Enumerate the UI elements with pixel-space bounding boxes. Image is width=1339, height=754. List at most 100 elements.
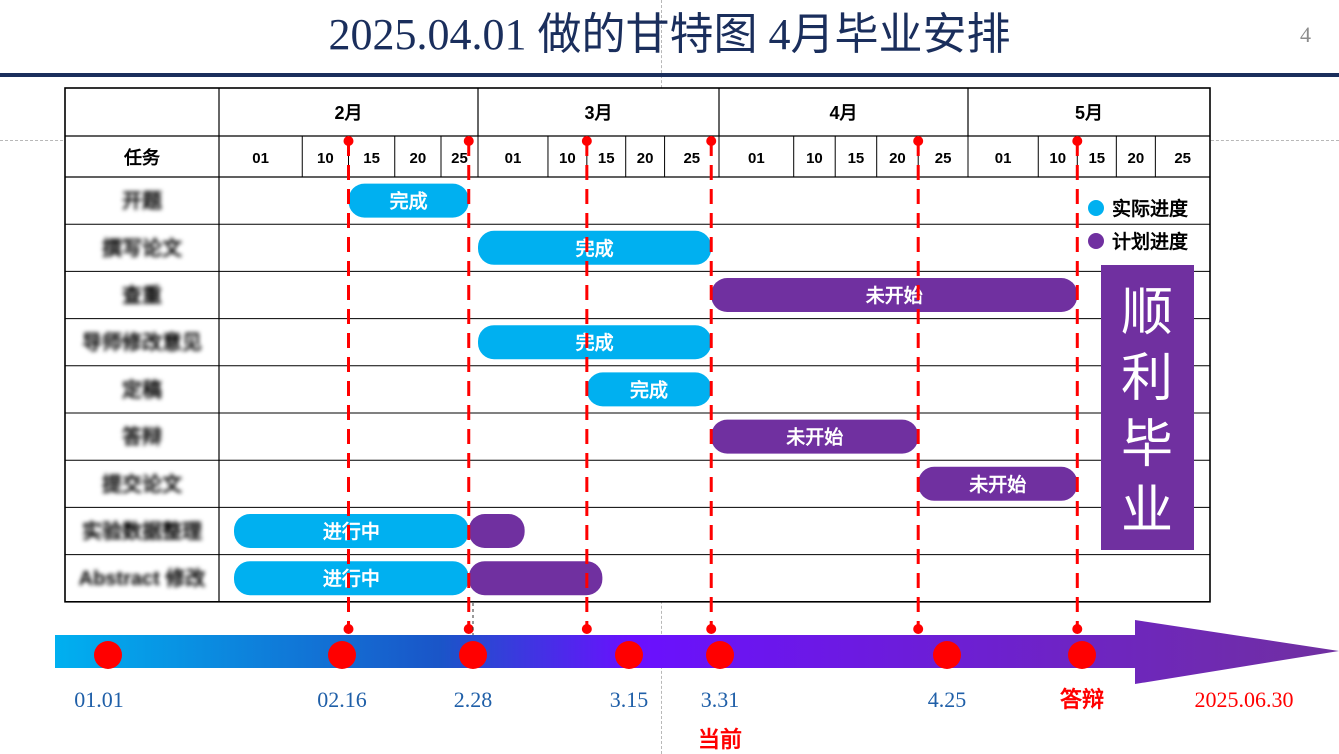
day-label: 20	[637, 150, 654, 167]
bar-label: 未开始	[968, 473, 1026, 496]
banner-char: 毕	[1121, 417, 1173, 474]
bar-label: 完成	[630, 378, 668, 401]
day-label: 15	[1088, 150, 1105, 167]
task-label: 开题	[122, 190, 163, 213]
milestone-dot	[463, 624, 474, 634]
timeline-label: 答辩	[1060, 687, 1104, 712]
actual-progress-bar	[586, 372, 712, 407]
actual-progress-bar	[348, 183, 469, 218]
task-label: 定稿	[122, 377, 162, 401]
month-label: 2月	[334, 103, 362, 123]
bar-label: 完成	[576, 331, 614, 354]
timeline-point	[328, 641, 356, 669]
day-label: 01	[252, 150, 269, 167]
timeline-label: 3.31	[701, 687, 740, 712]
planned-progress-bar	[711, 419, 919, 454]
timeline-point	[459, 641, 487, 669]
page-number: 4	[1300, 22, 1311, 47]
timeline-arrow	[55, 620, 1339, 684]
month-label: 5月	[1075, 103, 1103, 123]
day-label: 20	[889, 150, 906, 167]
milestone-dot	[581, 136, 592, 146]
banner-char: 顺	[1121, 285, 1173, 342]
planned-progress-bar	[711, 278, 1078, 312]
bar-label: 未开始	[865, 284, 923, 307]
task-label: 撰写论文	[102, 236, 183, 260]
milestone-dot	[463, 136, 474, 146]
legend-actual-swatch	[1088, 200, 1104, 216]
actual-progress-bar	[478, 325, 712, 360]
day-label: 01	[995, 150, 1012, 167]
month-label: 3月	[584, 103, 612, 123]
day-label: 01	[505, 150, 522, 167]
legend-plan-swatch	[1088, 233, 1104, 249]
milestone-dot	[913, 624, 924, 634]
milestone-dot	[343, 136, 354, 146]
day-label: 01	[748, 150, 765, 167]
task-label: 提交论文	[102, 472, 183, 496]
day-label: 15	[363, 150, 380, 167]
task-label: 答辩	[122, 425, 162, 449]
timeline-point	[933, 641, 961, 669]
milestone-dot	[706, 624, 717, 634]
timeline-label: 3.15	[610, 687, 649, 712]
timeline: 01.01 02.16 2.28 3.15 3.31 4.25 答辩 2025.06.30 当前	[55, 603, 1339, 752]
planned-progress-bar	[468, 514, 525, 548]
milestone-dot	[1072, 624, 1083, 634]
day-label: 10	[559, 150, 576, 167]
timeline-end-label: 2025.06.30	[1195, 687, 1294, 712]
legend-plan-label: 计划进度	[1112, 230, 1189, 253]
bar-label: 进行中	[323, 567, 380, 590]
day-label: 15	[848, 150, 865, 167]
day-label: 20	[1127, 150, 1144, 167]
day-label: 15	[598, 150, 615, 167]
bar-label: 未开始	[785, 426, 843, 449]
milestone-dot	[913, 136, 924, 146]
title-rule	[0, 73, 1339, 77]
current-label: 当前	[698, 727, 742, 752]
bar-label: 进行中	[323, 520, 380, 543]
planned-progress-bar	[918, 466, 1078, 501]
task-label: Abstract 修改	[79, 566, 207, 590]
banner-char: 利	[1121, 351, 1173, 408]
day-label: 10	[317, 150, 334, 167]
month-label: 4月	[829, 103, 857, 123]
timeline-point	[615, 641, 643, 669]
timeline-point	[1068, 641, 1096, 669]
task-header: 任务	[123, 147, 161, 168]
banner-panel	[1101, 265, 1194, 550]
milestone-dot	[706, 136, 717, 146]
day-label: 25	[683, 150, 700, 167]
actual-progress-bar	[234, 514, 469, 548]
task-label: 查重	[122, 283, 162, 307]
page-title: 2025.04.01 做的甘特图 4月毕业安排	[328, 10, 1011, 59]
bar-label: 完成	[390, 190, 428, 213]
milestone-dot	[1072, 136, 1083, 146]
day-label: 10	[806, 150, 823, 167]
legend-actual-label: 实际进度	[1112, 197, 1189, 220]
planned-progress-bar	[468, 561, 603, 596]
milestone-dot	[343, 624, 354, 634]
timeline-label: 4.25	[928, 687, 967, 712]
timeline-label: 2.28	[454, 687, 493, 712]
day-label: 25	[1174, 150, 1191, 167]
actual-progress-bar	[478, 230, 712, 265]
timeline-label: 02.16	[317, 687, 367, 712]
task-label: 实验数据整理	[82, 519, 202, 543]
day-label: 25	[451, 150, 468, 167]
day-label: 20	[410, 150, 427, 167]
task-label: 导师修改意见	[82, 330, 202, 354]
actual-progress-bar	[234, 561, 469, 596]
timeline-point	[94, 641, 122, 669]
bar-label: 完成	[576, 237, 614, 260]
milestone-dot	[581, 624, 592, 634]
day-label: 25	[935, 150, 952, 167]
banner-char: 业	[1121, 483, 1173, 540]
timeline-label: 01.01	[74, 687, 124, 712]
day-label: 10	[1049, 150, 1066, 167]
timeline-point	[706, 641, 734, 669]
milestone-lines	[343, 136, 1083, 634]
